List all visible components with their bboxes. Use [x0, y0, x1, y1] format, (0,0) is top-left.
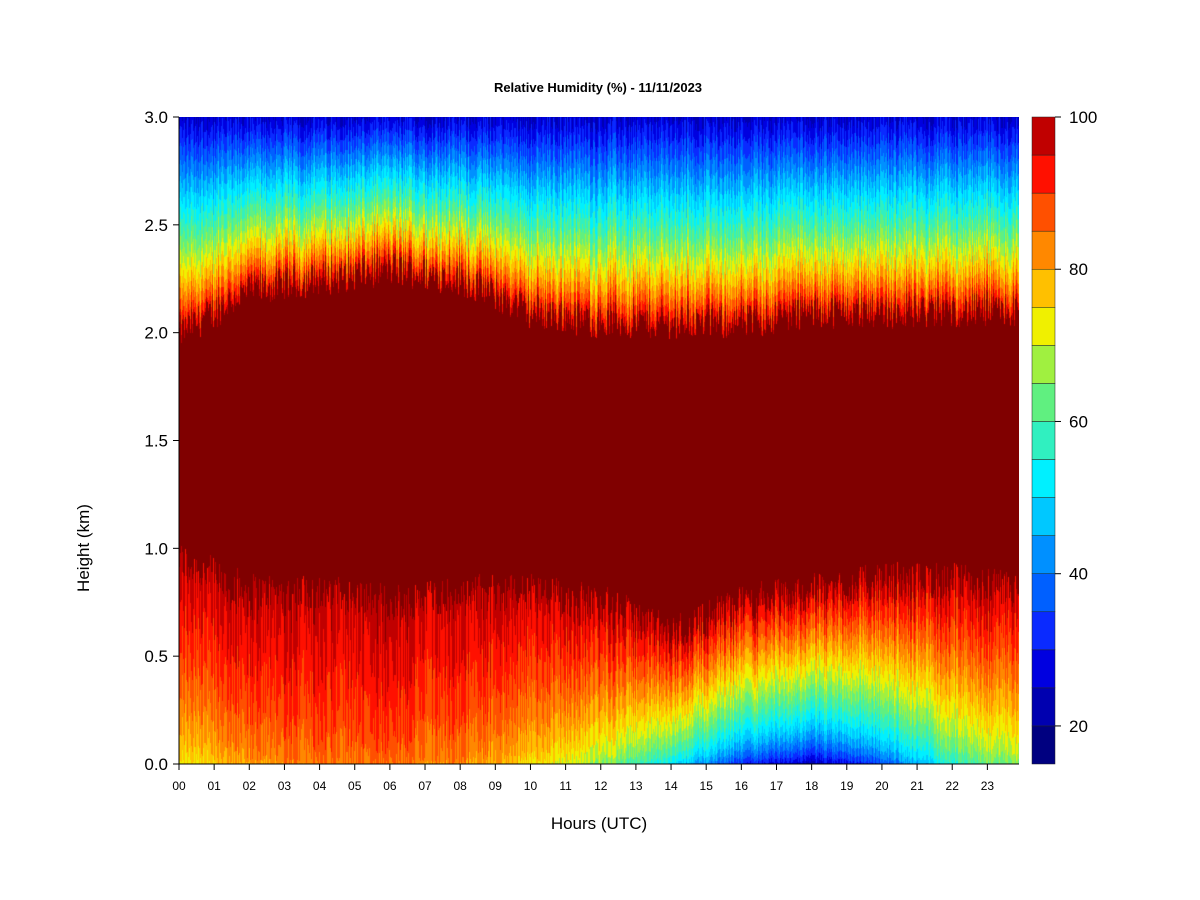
humidity-heatmap: [179, 117, 1019, 764]
colorbar-swatch: [1031, 116, 1056, 156]
colorbar-swatch: [1031, 268, 1056, 308]
x-tick-label: 16: [735, 779, 749, 793]
x-tick-label: 00: [172, 779, 186, 793]
x-tick-label: 20: [875, 779, 889, 793]
colorbar-swatch: [1031, 421, 1056, 460]
colorbar-swatch: [1031, 611, 1056, 651]
colorbar-swatch: [1031, 154, 1056, 194]
x-tick-label: 22: [946, 779, 960, 793]
x-tick-label: 13: [629, 779, 643, 793]
colorbar-swatch: [1031, 497, 1056, 536]
colorbar-swatch: [1031, 573, 1056, 613]
x-tick-label: 08: [453, 779, 467, 793]
colorbar-swatch: [1031, 230, 1056, 270]
x-tick-label: 18: [805, 779, 819, 793]
colorbar-swatch: [1031, 345, 1056, 384]
x-tick-label: 14: [664, 779, 678, 793]
x-axis: 00 01 02 03 04 05 06 07 08 09 10 11 12 13 14 15 16 17 18 19…: [172, 763, 1019, 793]
colorbar-swatch: [1031, 383, 1056, 422]
x-axis-label: Hours (UTC): [551, 814, 647, 833]
y-axis-label: Height (km): [74, 504, 93, 592]
colorbar-tick-label: 20: [1069, 717, 1088, 736]
colorbar-tick-label: 60: [1069, 412, 1088, 431]
y-tick-label: 3.0: [144, 108, 168, 127]
x-tick-label: 04: [313, 779, 327, 793]
colorbar-swatch: [1031, 192, 1056, 232]
x-tick-label: 09: [489, 779, 503, 793]
colorbar-swatch: [1031, 459, 1056, 498]
colorbar-swatch: [1031, 687, 1056, 727]
colorbar-tick-label: 40: [1069, 565, 1088, 584]
colorbar-ticks: 20 40 60 80 100: [1055, 108, 1097, 736]
x-tick-label: 21: [910, 779, 924, 793]
x-tick-label: 11: [559, 779, 572, 793]
x-tick-label: 05: [348, 779, 362, 793]
y-tick-label: 1.0: [144, 539, 168, 558]
colorbar-swatch: [1031, 649, 1056, 689]
x-tick-label: 03: [278, 779, 292, 793]
x-tick-label: 23: [981, 779, 995, 793]
x-tick-label: 19: [840, 779, 854, 793]
y-axis: 0.0 0.5 1.0 1.5 2.0 2.5 3.0: [144, 108, 180, 774]
x-tick-label: 01: [207, 779, 221, 793]
colorbar-tick-label: 80: [1069, 260, 1088, 279]
x-tick-label: 12: [594, 779, 608, 793]
x-tick-label: 06: [383, 779, 397, 793]
x-tick-label: 15: [700, 779, 714, 793]
x-tick-label: 17: [770, 779, 784, 793]
colorbar-swatch: [1031, 535, 1056, 574]
x-tick-label: 07: [418, 779, 432, 793]
x-tick-label: 02: [243, 779, 257, 793]
x-tick-label: 10: [524, 779, 538, 793]
chart-title: Relative Humidity (%) - 11/11/2023: [494, 80, 702, 95]
y-tick-label: 2.0: [144, 324, 168, 343]
plot-area: [179, 117, 1019, 764]
y-tick-label: 2.5: [144, 216, 168, 235]
y-tick-label: 1.5: [144, 432, 168, 451]
y-tick-label: 0.5: [144, 647, 168, 666]
y-tick-label: 0.0: [144, 755, 168, 774]
colorbar: [1031, 116, 1056, 765]
colorbar-swatch: [1031, 307, 1056, 346]
colorbar-tick-label: 100: [1069, 108, 1097, 127]
colorbar-swatch: [1031, 725, 1056, 765]
